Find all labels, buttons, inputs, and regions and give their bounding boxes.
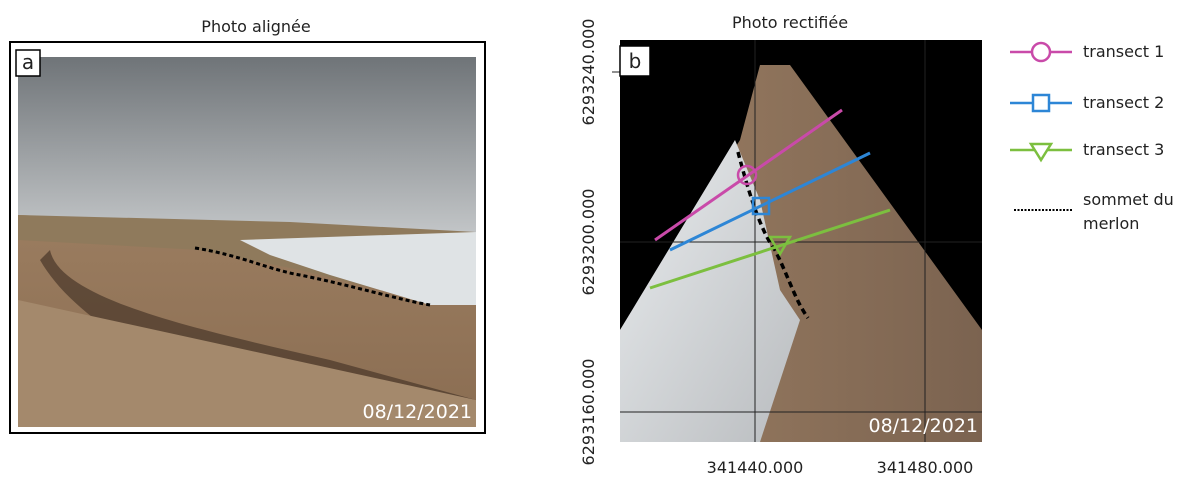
- panel-label: b: [629, 49, 642, 73]
- legend-symbol: [1010, 95, 1072, 111]
- panel-label: a: [22, 50, 34, 74]
- date: 08/12/2021: [362, 401, 472, 423]
- x-tick-label: 341440.000: [707, 458, 804, 477]
- panel-title: Photo rectifiée: [732, 13, 848, 32]
- legend-symbol: [1010, 144, 1072, 160]
- legend-label: transect 1: [1083, 40, 1198, 64]
- legend-symbol: [1010, 43, 1072, 61]
- y-tick-label: 6293200.000: [579, 189, 598, 296]
- rectified-photo: [620, 40, 982, 442]
- x-tick-label: 341480.000: [877, 458, 974, 477]
- date: 08/12/2021: [868, 415, 978, 437]
- figure: Photo alignée a 08/12/2021 Photo rectifi…: [0, 0, 1200, 480]
- photo: [18, 57, 476, 427]
- legend-label: transect 3: [1083, 138, 1198, 162]
- page: Photo alignée a 08/12/2021 Photo rectifi…: [0, 0, 1200, 480]
- legend-label: sommet du merlon: [1083, 188, 1183, 236]
- panel-title: Photo alignée: [201, 17, 310, 36]
- y-tick-label: 6293240.000: [579, 19, 598, 126]
- y-tick-label: 6293160.000: [579, 359, 598, 466]
- legend-label: transect 2: [1083, 91, 1198, 115]
